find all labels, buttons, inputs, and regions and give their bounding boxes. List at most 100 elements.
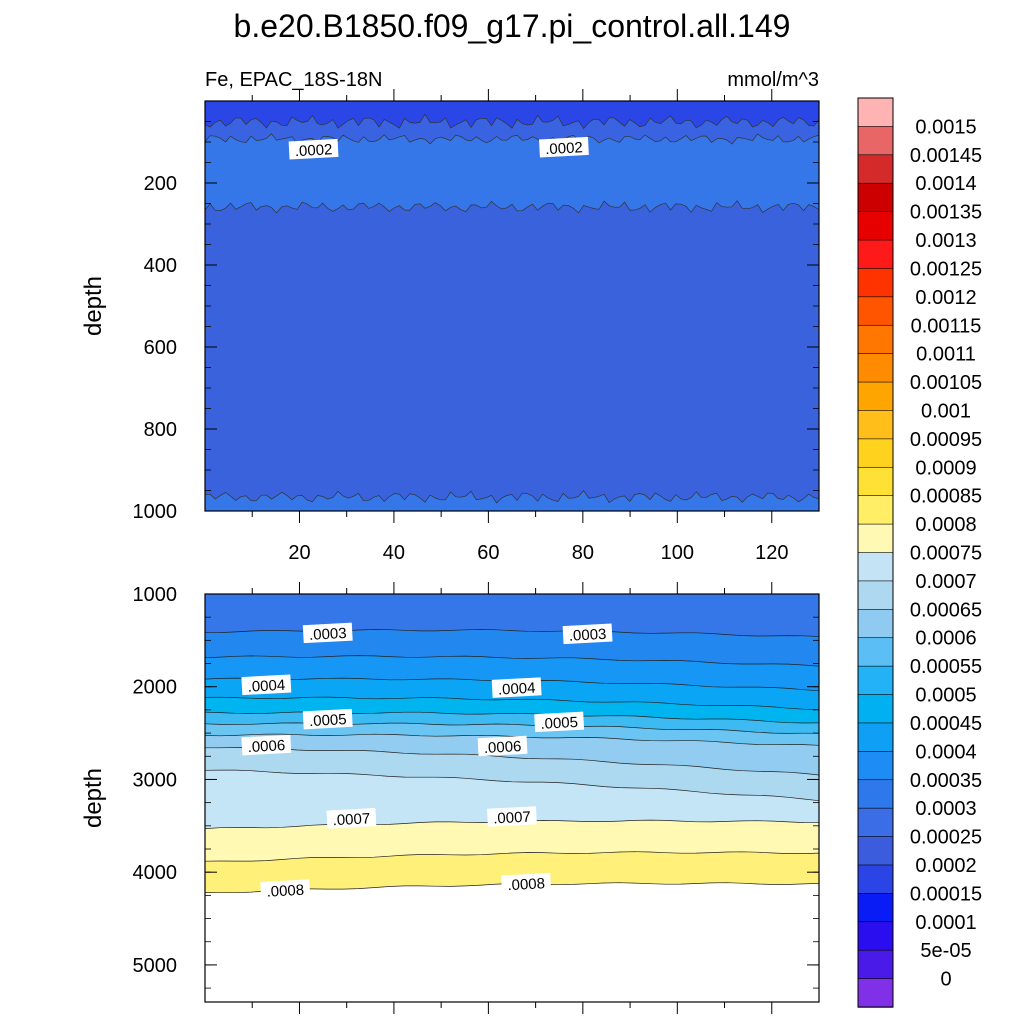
contour-label-text: .0006 xyxy=(247,737,285,756)
contour-label-bg xyxy=(302,622,353,644)
colorbar-swatch xyxy=(857,381,894,412)
colorbar-swatch xyxy=(857,126,894,156)
colorbar-label: 0.00075 xyxy=(910,543,982,565)
contour-label: .0003 xyxy=(562,623,613,645)
lower-contour-fills xyxy=(205,594,819,894)
upper-contour-fills xyxy=(205,101,819,511)
y-tick-label: 200 xyxy=(144,173,177,195)
colorbar-label: 0.00065 xyxy=(910,599,982,621)
y-tick-label: 400 xyxy=(144,255,177,277)
colorbar-swatch xyxy=(857,182,894,213)
contour-label-bg xyxy=(487,806,537,827)
contour-label: .0005 xyxy=(534,711,585,733)
colorbar-label: 0.00015 xyxy=(910,883,982,905)
chart-subtitle-right: mmol/m^3 xyxy=(727,69,819,91)
colorbar-swatch xyxy=(857,296,894,326)
colorbar-swatch xyxy=(857,722,894,753)
contour-label-text: .0002 xyxy=(545,139,583,158)
contour-line xyxy=(205,851,819,862)
colorbar-label: 0.0003 xyxy=(915,798,976,820)
colorbar-label: 5e-05 xyxy=(920,940,971,962)
contour-label-text: .0007 xyxy=(332,810,370,829)
chart-subtitle-left: Fe, EPAC_18S-18N xyxy=(205,69,383,91)
x-tick-label: 120 xyxy=(755,542,788,564)
contour-label: .0007 xyxy=(487,806,537,827)
x-tick-label: 40 xyxy=(383,542,405,564)
colorbar-swatch xyxy=(857,864,894,895)
colorbar-label: 0.00055 xyxy=(910,656,982,678)
x-tick-label: 20 xyxy=(288,542,310,564)
fill-band-0.00015 xyxy=(205,101,819,130)
colorbar-label: 0.0015 xyxy=(915,116,976,138)
colorbar-label: 0.0013 xyxy=(915,230,976,252)
contour-label-text: .0008 xyxy=(266,882,304,901)
colorbar-label: 0.0012 xyxy=(915,287,976,309)
colorbar-swatch xyxy=(857,580,894,611)
colorbar-label: 0.00105 xyxy=(910,372,982,394)
contour-label-bg xyxy=(562,623,613,645)
contour-label-text: .0003 xyxy=(309,625,347,644)
colorbar-label: 0.0005 xyxy=(915,685,976,707)
contour-label-bg xyxy=(260,879,311,900)
colorbar-label: 0.00045 xyxy=(910,713,982,735)
y-tick-label: 4000 xyxy=(133,862,178,884)
lower-ticks: 1000 2000 3000 4000 5000 xyxy=(133,582,819,1014)
colorbar-swatch xyxy=(857,694,894,724)
colorbar-label: 0.0001 xyxy=(915,912,976,934)
contour-label-bg xyxy=(326,808,377,829)
colorbar-swatch xyxy=(857,97,894,128)
colorbar-swatch xyxy=(857,211,894,241)
contour-label-text: .0002 xyxy=(294,141,332,160)
lower-contour-labels: .0003.0003.0004.0004.0005.0005.0006.0006… xyxy=(241,622,613,901)
fill-band-0.0008 xyxy=(205,851,819,893)
contour-label: .0006 xyxy=(241,734,292,756)
fill-band-0.00025 xyxy=(205,594,819,637)
contour-line xyxy=(205,769,819,802)
contour-label-bg xyxy=(539,136,589,158)
x-tick-label: 100 xyxy=(661,542,694,564)
colorbar-label: 0.00025 xyxy=(910,827,982,849)
contour-label: .0004 xyxy=(491,677,542,699)
contour-label-text: .0003 xyxy=(568,626,606,645)
y-tick-label: 1000 xyxy=(133,584,178,606)
colorbar-label: 0.0014 xyxy=(915,173,976,195)
contour-label-bg xyxy=(534,711,585,733)
contour-label-bg xyxy=(288,138,339,160)
y-tick-label: 5000 xyxy=(133,955,178,977)
contour-label-text: .0005 xyxy=(309,711,347,730)
colorbar-swatch xyxy=(857,353,894,383)
contour-label: .0007 xyxy=(326,808,377,829)
contour-label: .0002 xyxy=(288,138,339,160)
contour-label-bg xyxy=(501,872,552,894)
contour-line xyxy=(205,747,819,776)
colorbar-swatch xyxy=(857,637,894,667)
y-tick-label: 600 xyxy=(144,337,177,359)
y-tick-label: 1000 xyxy=(133,501,178,523)
contour-label-text: .0006 xyxy=(483,738,521,757)
colorbar-label: 0.00145 xyxy=(910,145,982,167)
fill-band-0.00035 xyxy=(205,655,819,691)
colorbar-swatch xyxy=(857,239,894,270)
colorbar-swatch xyxy=(857,751,894,781)
contour-line xyxy=(205,696,819,710)
fill-band-0.00065 xyxy=(205,747,819,801)
colorbar-label: 0.00095 xyxy=(910,429,982,451)
colorbar-label: 0.0007 xyxy=(915,571,976,593)
x-tick-label: 60 xyxy=(477,542,499,564)
colorbar-swatch xyxy=(857,609,894,639)
colorbar-swatch xyxy=(857,324,894,355)
contour-line xyxy=(205,655,819,667)
contour-label-bg xyxy=(477,735,528,757)
upper-y-axis-label: depth xyxy=(80,276,107,336)
fill-band-0.0003 xyxy=(205,629,819,667)
colorbar-swatch xyxy=(857,495,894,525)
fill-band-0.00075 xyxy=(205,820,819,862)
lower-y-axis-label: depth xyxy=(80,768,107,828)
fill-band-0.0005 xyxy=(205,711,819,734)
upper-contour-labels: .0002 .0002 xyxy=(288,136,589,160)
colorbar-label: 0 xyxy=(940,969,951,991)
upper-ticks: 200 400 600 800 1000 20 40 60 80 100 120 xyxy=(133,89,819,564)
colorbar-swatch xyxy=(857,665,894,696)
contour-label-bg xyxy=(302,708,353,730)
